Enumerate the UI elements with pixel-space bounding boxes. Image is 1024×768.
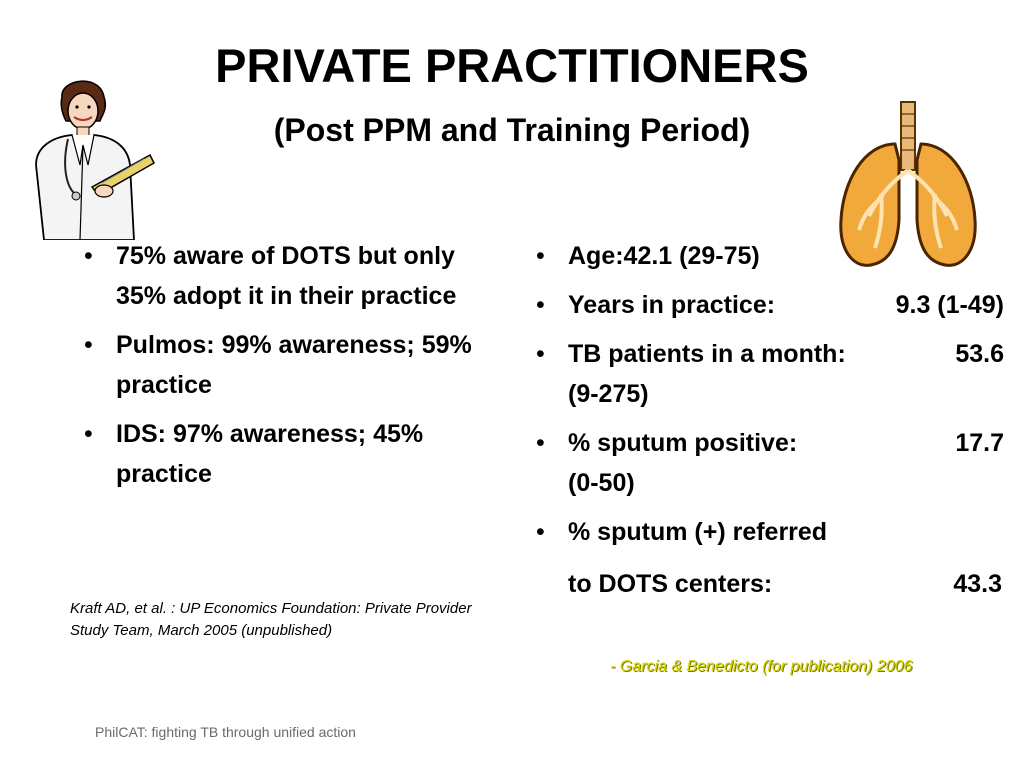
left-bullet-list: • 75% aware of DOTS but only 35% adopt i…	[78, 236, 488, 503]
bullet-icon: •	[536, 291, 545, 319]
stat-label: TB patients in a month:	[568, 340, 846, 368]
list-item: • Years in practice: 9.3 (1-49)	[530, 285, 1004, 325]
list-item: • Age:42.1 (29-75)	[530, 236, 1004, 276]
doctor-icon	[22, 75, 157, 241]
citation-right: - Garcia & Benedicto (for publication) 2…	[610, 658, 913, 675]
stat-label: Years in practice:	[568, 291, 776, 319]
bullet-text: 75% aware of DOTS but only 35% adopt it …	[116, 242, 457, 310]
stat-value: 53.6	[955, 340, 1004, 368]
stat-label: % sputum positive:	[568, 429, 798, 457]
bullet-icon: •	[84, 331, 93, 359]
bullet-icon: •	[536, 518, 545, 546]
bullet-icon: •	[84, 242, 93, 270]
bullet-text: IDS: 97% awareness; 45% practice	[116, 420, 424, 488]
list-item: • 75% aware of DOTS but only 35% adopt i…	[78, 236, 488, 316]
bullet-icon: •	[84, 420, 93, 448]
lungs-icon	[835, 100, 980, 275]
stat-value: 17.7	[955, 429, 1004, 457]
stat-range: (9-275)	[568, 380, 649, 408]
list-item: • % sputum positive: 17.7 (0-50)	[530, 423, 1004, 503]
stat-label: Age:42.1 (29-75)	[568, 242, 760, 270]
stat-continuation: to DOTS centers: 43.3	[568, 564, 1002, 604]
stat-label: % sputum (+) referred	[568, 518, 828, 546]
slide-footer: PhilCAT: fighting TB through unified act…	[95, 724, 356, 740]
right-bullet-list: • Age:42.1 (29-75) • Years in practice: …	[530, 236, 1004, 561]
list-item: • TB patients in a month: 53.6 (9-275)	[530, 334, 1004, 414]
citation-left: Kraft AD, et al. : UP Economics Foundati…	[70, 600, 472, 639]
list-item: • % sputum (+) referred	[530, 512, 1004, 552]
bullet-icon: •	[536, 429, 545, 457]
stat-value: 43.3	[953, 570, 1002, 598]
bullet-icon: •	[536, 340, 545, 368]
bullet-icon: •	[536, 242, 545, 270]
list-item: • Pulmos: 99% awareness; 59% practice	[78, 325, 488, 405]
list-item: • IDS: 97% awareness; 45% practice	[78, 414, 488, 494]
stat-value: 9.3 (1-49)	[895, 291, 1004, 319]
bullet-text: Pulmos: 99% awareness; 59% practice	[116, 331, 472, 399]
stat-label: to DOTS centers:	[568, 570, 773, 598]
slide-subtitle: (Post PPM and Training Period)	[273, 112, 751, 148]
stat-range: (0-50)	[568, 469, 635, 497]
slide-title: PRIVATE PRACTITIONERS	[215, 39, 809, 92]
